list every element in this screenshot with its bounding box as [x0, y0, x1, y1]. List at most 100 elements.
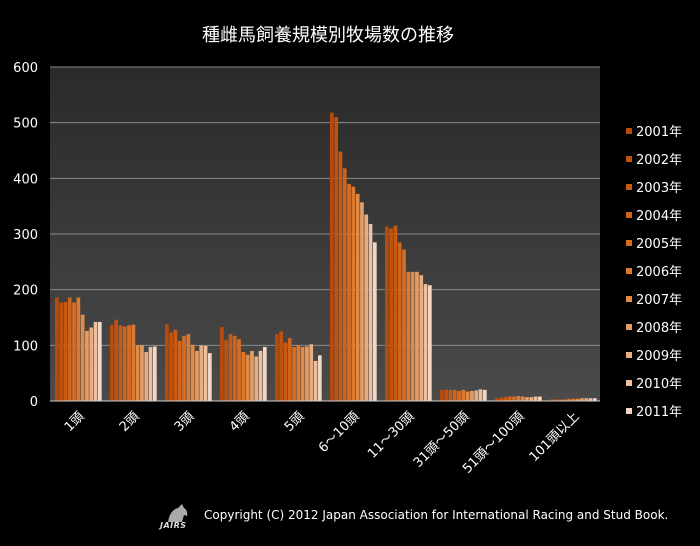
- bar: [397, 242, 402, 401]
- bar: [275, 334, 279, 401]
- footer: JAIRS Copyright (C) 2012 Japan Associati…: [160, 500, 690, 530]
- legend-label: 2002年: [636, 153, 682, 168]
- legend-label: 2001年: [636, 125, 682, 140]
- bar: [444, 389, 448, 401]
- y-tick-label: 0: [30, 395, 38, 410]
- bar: [465, 391, 470, 401]
- bar: [72, 302, 76, 401]
- legend-label: 2008年: [636, 321, 682, 336]
- bar: [300, 347, 305, 401]
- bar: [360, 202, 364, 401]
- bar: [347, 183, 351, 401]
- bar: [373, 242, 377, 401]
- bar: [208, 353, 212, 401]
- bar: [85, 330, 89, 401]
- bar: [571, 398, 576, 401]
- bar: [279, 331, 283, 401]
- bar: [250, 350, 254, 401]
- legend-swatch: [626, 156, 632, 162]
- bar: [562, 399, 567, 401]
- bar: [567, 398, 571, 401]
- x-tick-label: 6～10頭: [316, 409, 363, 456]
- x-tick-label: 11～30頭: [365, 409, 417, 461]
- bar: [122, 326, 127, 401]
- bar: [529, 397, 534, 401]
- bar: [554, 399, 558, 401]
- bar: [584, 398, 589, 401]
- bar: [220, 326, 224, 401]
- bar: [516, 395, 521, 401]
- legend-swatch: [626, 184, 632, 190]
- bar: [144, 352, 149, 401]
- horse-logo-icon: JAIRS: [160, 500, 198, 530]
- legend-label: 2010年: [636, 377, 682, 392]
- bar: [241, 352, 246, 401]
- bar: [483, 389, 487, 401]
- y-tick-label: 500: [13, 117, 38, 132]
- bar: [63, 301, 68, 401]
- bar: [457, 390, 461, 401]
- bar: [525, 397, 529, 401]
- bar: [368, 223, 373, 401]
- bar: [186, 334, 191, 401]
- bar: [258, 350, 263, 401]
- x-tick-label: 3頭: [172, 409, 198, 435]
- legend-swatch: [626, 408, 632, 414]
- bar: [351, 186, 356, 401]
- bar: [419, 275, 424, 401]
- x-tick-label: 1頭: [62, 409, 88, 435]
- bar: [355, 193, 360, 401]
- bar: [224, 339, 228, 401]
- bar: [245, 354, 250, 401]
- bar: [440, 389, 444, 401]
- bar: [228, 334, 233, 401]
- bar: [318, 355, 322, 401]
- bar: [98, 321, 102, 401]
- legend-label: 2005年: [636, 237, 682, 252]
- x-tick-label: 101頭以上: [527, 409, 583, 465]
- bar: [55, 297, 59, 401]
- y-tick-label: 400: [13, 172, 38, 187]
- bar: [512, 396, 516, 401]
- bar: [406, 271, 411, 401]
- legend-label: 2011年: [636, 405, 682, 420]
- bar: [423, 284, 428, 401]
- bar: [389, 228, 393, 401]
- bar: [474, 390, 479, 401]
- bar: [127, 325, 131, 401]
- bar: [232, 335, 237, 401]
- bar: [338, 151, 343, 401]
- bar: [538, 396, 542, 401]
- bar: [203, 345, 208, 401]
- bar: [254, 356, 259, 401]
- bar: [67, 297, 72, 401]
- bar: [520, 396, 525, 401]
- logo-text: JAIRS: [160, 521, 187, 530]
- legend-label: 2007年: [636, 293, 682, 308]
- bar: [558, 399, 563, 401]
- legend-swatch: [626, 380, 632, 386]
- bar: [59, 302, 63, 401]
- bar: [385, 226, 389, 401]
- bar: [110, 324, 114, 401]
- bar: [80, 314, 85, 401]
- legend-swatch: [626, 296, 632, 302]
- bar: [415, 271, 419, 401]
- bar: [182, 335, 186, 401]
- x-tick-label: 5頭: [282, 409, 308, 435]
- chart-title: 種雌馬飼養規模別牧場数の推移: [202, 25, 454, 46]
- bar: [195, 350, 199, 401]
- bar: [177, 340, 182, 401]
- x-tick-label: 2頭: [117, 409, 143, 435]
- bar: [550, 399, 554, 401]
- bar: [580, 398, 584, 401]
- bar: [140, 345, 144, 401]
- x-tick-label: 4頭: [227, 409, 253, 435]
- bar: [173, 329, 178, 401]
- bar: [199, 345, 204, 401]
- bar: [478, 389, 483, 401]
- bar: [118, 325, 123, 401]
- legend-label: 2004年: [636, 209, 682, 224]
- bar: [588, 398, 593, 401]
